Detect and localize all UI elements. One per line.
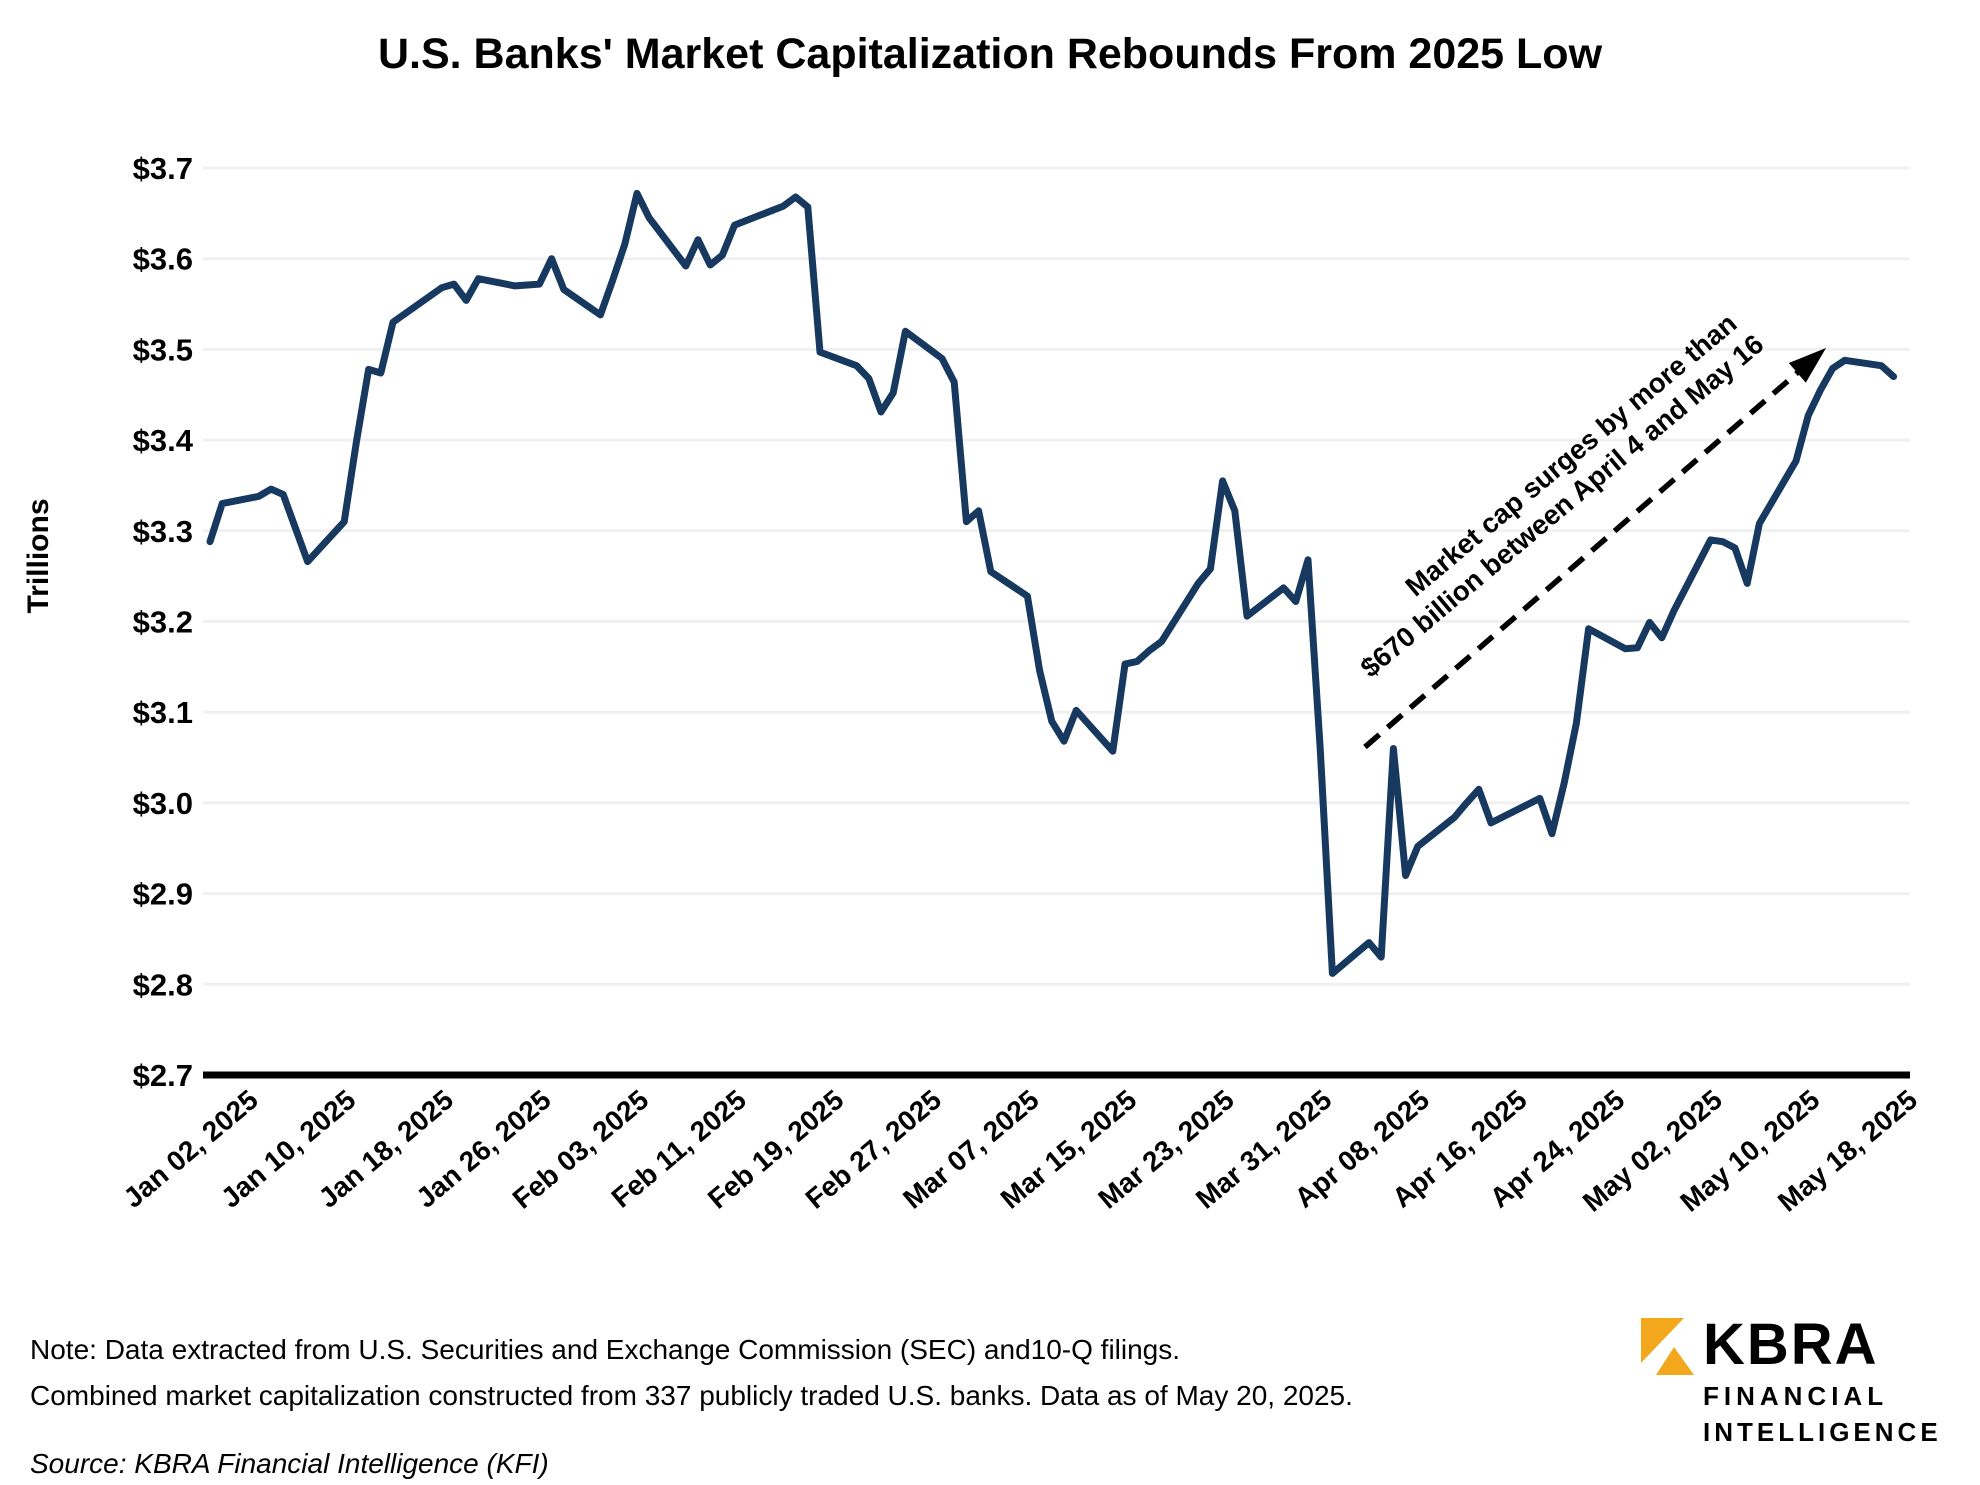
kbra-logo-financial: FINANCIAL (1703, 1381, 1889, 1411)
y-tick-label: $2.8 (133, 967, 193, 1002)
footnote-line-1: Note: Data extracted from U.S. Securitie… (30, 1334, 1181, 1365)
y-tick-label: $3.3 (133, 514, 193, 549)
y-tick-label: $3.0 (133, 786, 193, 821)
market-cap-line (206, 189, 1898, 977)
y-tick-label: $2.9 (133, 877, 193, 912)
footnote-line-2: Combined market capitalization construct… (30, 1380, 1353, 1411)
y-tick-label: $3.6 (133, 242, 193, 277)
y-axis-title: Trillions (22, 498, 55, 613)
y-tick-label: $3.2 (133, 605, 193, 640)
chart-svg: $2.7 $2.8 $2.9 $3.0 $3.1 $3.2 $3.3 $3.4 $3.5 $3.6… (22, 151, 1923, 1218)
y-tick-label: $3.5 (133, 332, 193, 367)
y-tick-label: $3.4 (133, 423, 194, 458)
annotation-text-line1: Market cap surges by more than (1399, 307, 1742, 602)
source-line: Source: KBRA Financial Intelligence (KFI… (30, 1448, 549, 1479)
annotation-arrow-shaft (1363, 366, 1804, 750)
y-tick-label: $3.7 (133, 151, 193, 186)
chart-title: U.S. Banks' Market Capitalization Reboun… (377, 30, 1603, 78)
y-tick-label: $2.7 (133, 1058, 193, 1093)
annotation-arrowhead (1788, 348, 1826, 383)
y-tick-label: $3.1 (133, 695, 193, 730)
logo-mark-lower-triangle (1656, 1347, 1694, 1375)
kbra-logo-text: KBRA FINANCIAL INTELLIGENCE (1703, 1316, 1942, 1446)
kbra-logo-brand: KBRA (1703, 1312, 1879, 1377)
logo-mark-upper-triangle (1641, 1318, 1684, 1363)
kbra-logo-mark-icon (1641, 1318, 1694, 1375)
annotation-text-line2: $670 billion between April 4 and May 16 (1354, 328, 1769, 683)
kbra-logo-intelligence: INTELLIGENCE (1703, 1417, 1942, 1447)
